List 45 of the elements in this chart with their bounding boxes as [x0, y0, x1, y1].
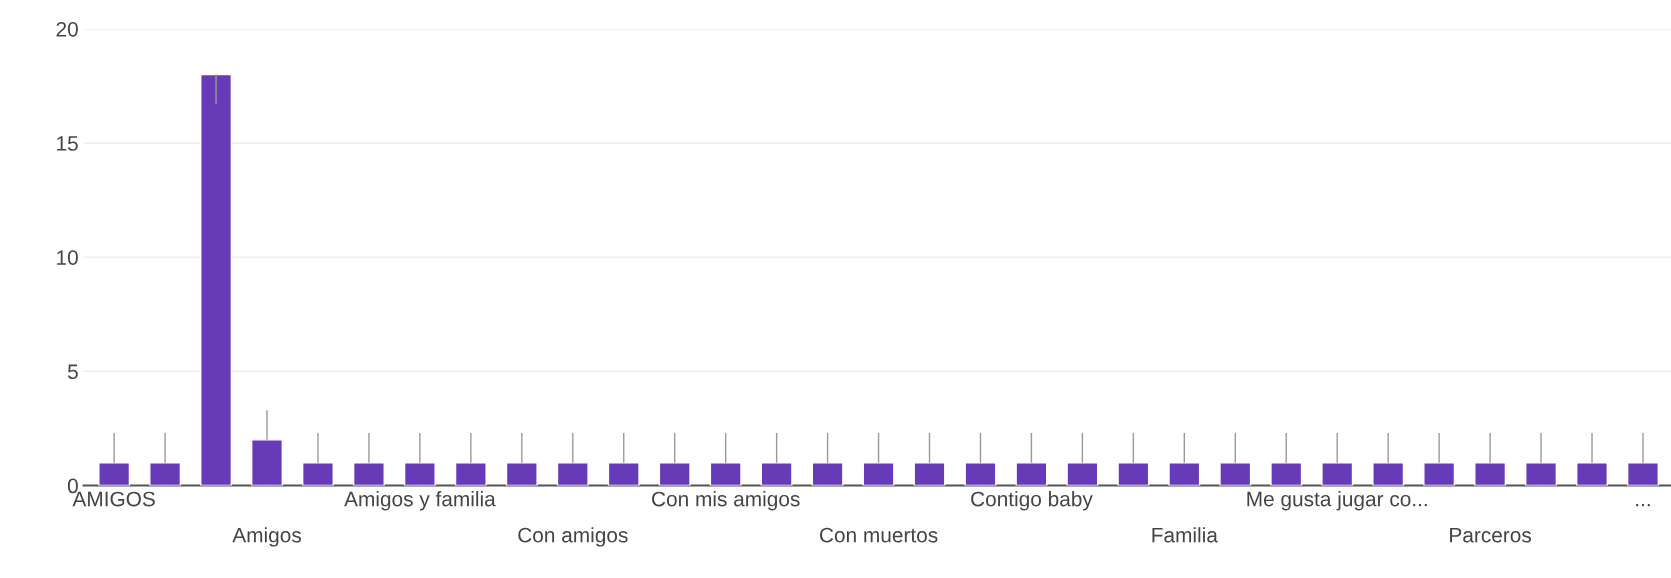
y-tick-label: 20	[56, 21, 78, 37]
y-tick-label: 5	[67, 364, 78, 380]
x-tick-label: Amigos y familia	[344, 491, 496, 511]
bar	[1270, 461, 1303, 486]
bar	[149, 461, 182, 486]
bar	[1576, 461, 1608, 486]
bar	[1474, 461, 1507, 486]
bar	[964, 461, 997, 486]
bar	[556, 461, 589, 486]
y-tick-label: 15	[57, 136, 78, 151]
bar	[301, 461, 334, 486]
bar	[251, 439, 283, 486]
bar	[1372, 461, 1405, 486]
x-tick-label: Me gusta jugar co...	[1247, 491, 1427, 511]
bar	[1423, 461, 1456, 486]
bar	[454, 461, 487, 486]
x-tick-label: Familia	[1152, 527, 1218, 543]
bar	[1525, 461, 1558, 486]
bar	[98, 461, 131, 486]
bar	[760, 461, 793, 486]
y-tick-label: 10	[57, 250, 78, 265]
bar	[352, 461, 385, 486]
bar	[1626, 461, 1659, 486]
bar	[1015, 461, 1048, 486]
bar	[200, 73, 233, 486]
x-tick-label: Contigo baby	[971, 491, 1093, 511]
bar	[658, 461, 691, 486]
bar	[862, 461, 895, 486]
bar	[505, 461, 538, 486]
bar	[1117, 461, 1150, 486]
x-tick-label: Con mis amigos	[652, 491, 800, 511]
bar	[913, 461, 946, 486]
bar	[1168, 461, 1201, 486]
bar	[1219, 461, 1252, 486]
x-tick-label: Amigos	[232, 527, 301, 547]
bar	[709, 461, 742, 486]
bar	[1321, 461, 1354, 486]
x-tick-label: Con muertos	[819, 527, 938, 543]
x-tick-label: Parceros	[1450, 527, 1532, 543]
bar	[1066, 461, 1099, 486]
bar	[811, 461, 844, 486]
bar	[403, 461, 436, 486]
bar	[607, 461, 640, 486]
x-tick-label: ...	[1636, 503, 1650, 507]
x-tick-label: Con amigos	[518, 527, 628, 547]
